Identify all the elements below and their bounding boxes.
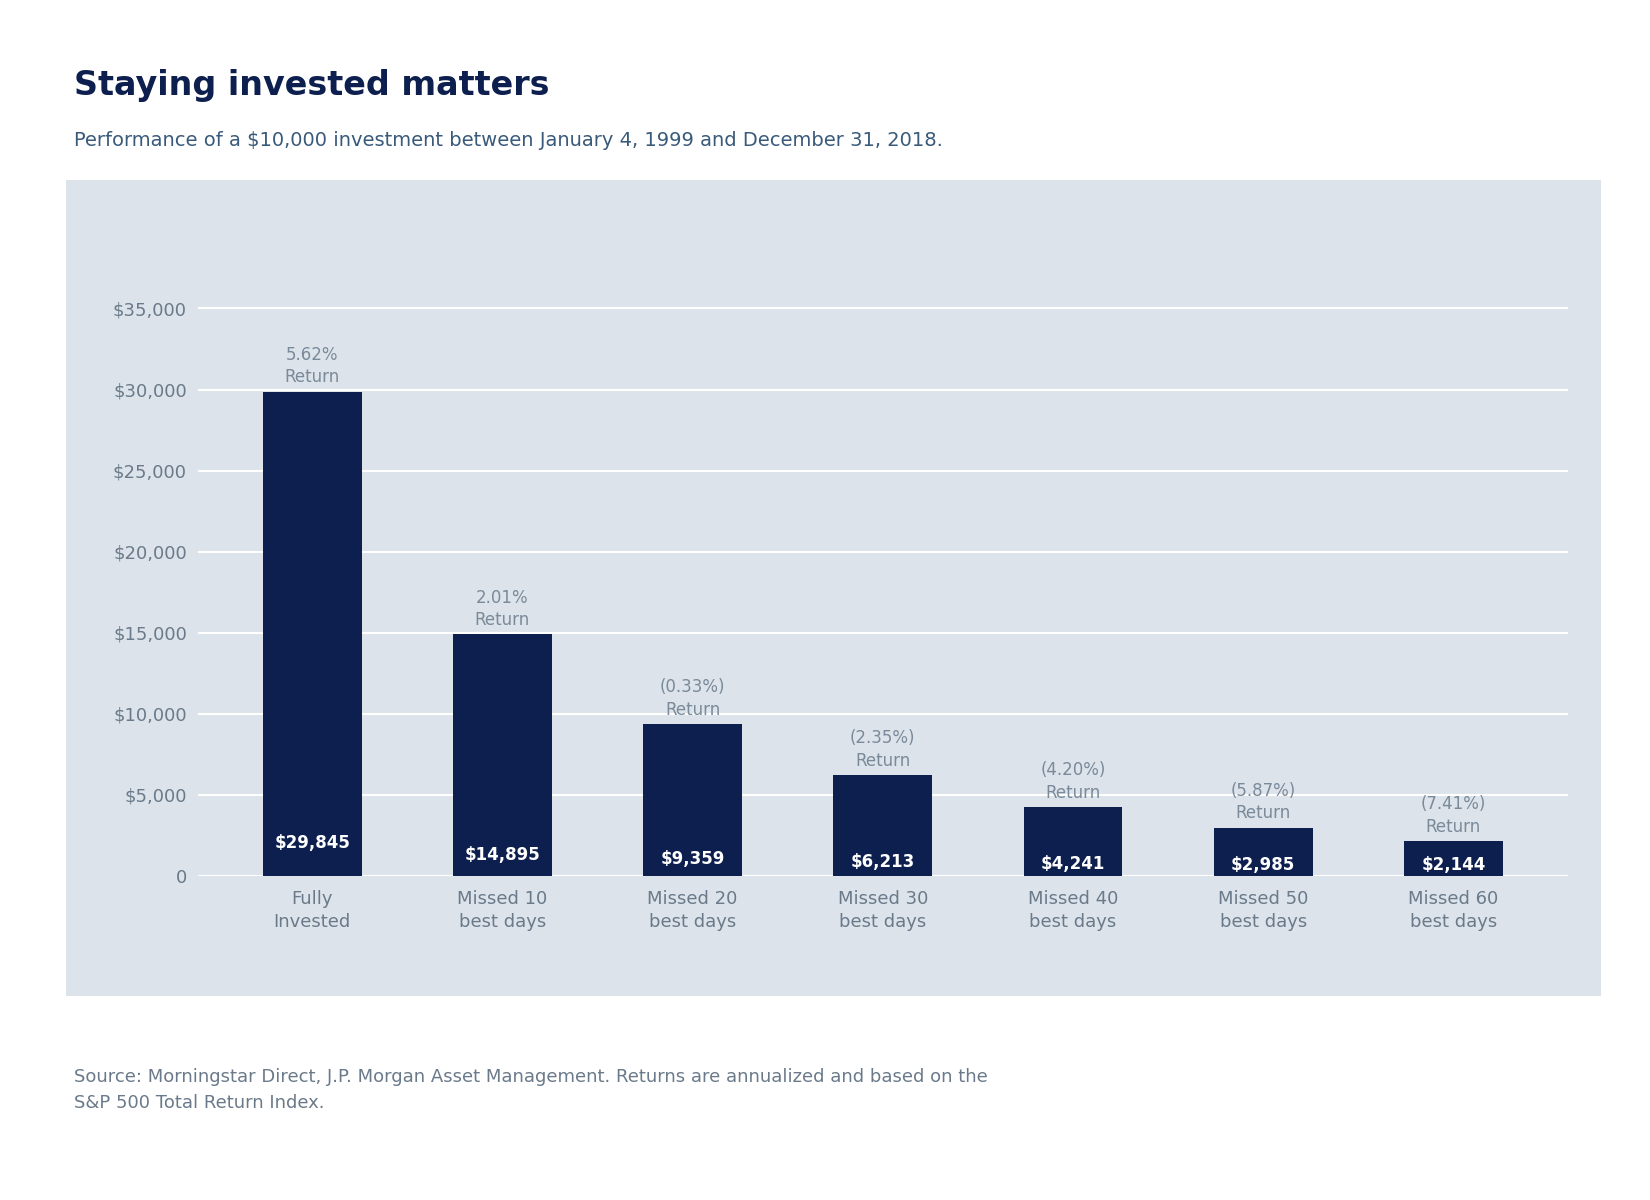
Text: (2.35%)
Return: (2.35%) Return	[850, 730, 916, 769]
Text: Source: Morningstar Direct, J.P. Morgan Asset Management. Returns are annualized: Source: Morningstar Direct, J.P. Morgan …	[74, 1068, 988, 1112]
Text: Staying invested matters: Staying invested matters	[74, 68, 549, 102]
Bar	[452, 635, 551, 876]
Text: 2.01%
Return: 2.01% Return	[475, 588, 530, 629]
Text: (0.33%)
Return: (0.33%) Return	[660, 678, 726, 719]
Bar	[833, 775, 932, 876]
Text: $6,213: $6,213	[851, 853, 914, 871]
Text: 5.62%
Return: 5.62% Return	[284, 346, 340, 386]
Bar	[1404, 841, 1503, 876]
Text: $2,985: $2,985	[1231, 856, 1295, 874]
Text: (4.20%)
Return: (4.20%) Return	[1040, 761, 1106, 802]
Text: $29,845: $29,845	[274, 834, 350, 852]
Bar	[644, 725, 742, 876]
Bar	[262, 392, 361, 876]
Text: Performance of a $10,000 investment between January 4, 1999 and December 31, 201: Performance of a $10,000 investment betw…	[74, 131, 944, 150]
Text: $14,895: $14,895	[464, 846, 540, 864]
Text: (7.41%)
Return: (7.41%) Return	[1421, 796, 1487, 835]
Bar	[1214, 828, 1313, 876]
Text: $9,359: $9,359	[660, 851, 724, 869]
Text: (5.87%)
Return: (5.87%) Return	[1231, 781, 1295, 822]
Text: $4,241: $4,241	[1041, 854, 1106, 872]
Text: $2,144: $2,144	[1421, 857, 1485, 875]
Bar	[1023, 808, 1122, 876]
